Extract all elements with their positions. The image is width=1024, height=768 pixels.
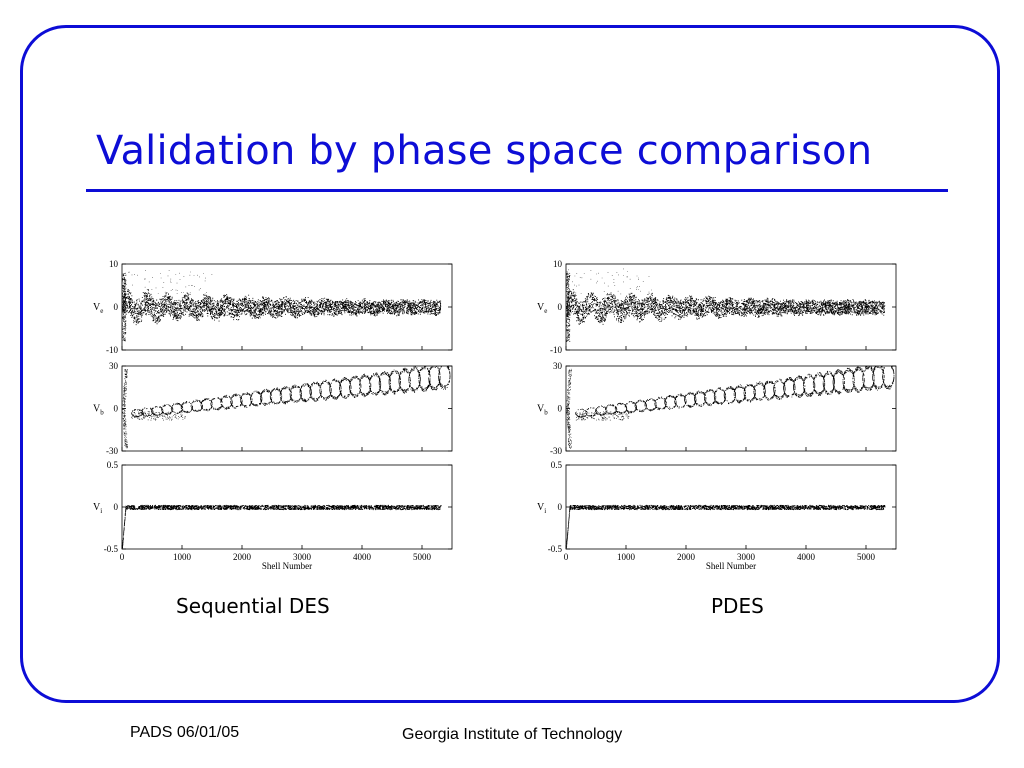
y-tick-label: 10	[109, 259, 119, 269]
x-tick-label: 1000	[617, 552, 636, 562]
panel-electron: 10 0 -10 Ve	[537, 259, 897, 355]
x-tick-label: 2000	[233, 552, 252, 562]
footer-date: PADS 06/01/05	[130, 724, 240, 741]
scatter-points-beam	[566, 366, 895, 449]
panel-beam: 30 0 -30 Vb	[93, 361, 453, 456]
point-cloud	[566, 366, 895, 449]
panel-ion: 0.5 0 -0.5 Vi	[93, 460, 453, 554]
point-cloud	[122, 270, 442, 342]
x-tick-label: 2000	[677, 552, 696, 562]
y-tick-label: 0	[558, 502, 563, 512]
y-tick-label: -10	[106, 345, 118, 355]
slide-frame	[20, 25, 1000, 703]
y-tick-label: 30	[109, 361, 119, 371]
y-axis-label: Ve	[537, 302, 547, 315]
x-tick-label: 5000	[857, 552, 876, 562]
caption-sequential-des: Sequential DES	[176, 594, 330, 618]
y-tick-label: 0	[114, 302, 119, 312]
x-tick-label: 0	[120, 552, 125, 562]
point-cloud	[122, 504, 442, 550]
scatter-points-electron	[122, 270, 442, 342]
y-tick-label: 0	[558, 302, 563, 312]
y-tick-label: -30	[106, 446, 118, 456]
x-tick-label: 3000	[293, 552, 312, 562]
caption-pdes: PDES	[711, 594, 764, 618]
x-tick-label: 3000	[737, 552, 756, 562]
point-cloud	[566, 504, 886, 550]
y-axis-label-subscript: b	[544, 409, 548, 417]
y-axis-label: Ve	[93, 302, 103, 315]
x-axis-label: Shell Number	[262, 561, 312, 571]
footer-institution: Georgia Institute of Technology	[402, 726, 623, 743]
slide-title: Validation by phase space comparison	[96, 128, 873, 174]
point-cloud	[122, 366, 451, 449]
y-tick-label: 0	[558, 404, 563, 414]
x-tick-label: 1000	[173, 552, 192, 562]
y-axis-label: Vi	[93, 502, 102, 515]
y-tick-label: -30	[550, 446, 562, 456]
y-axis-label: Vb	[537, 404, 548, 417]
point-cloud	[566, 268, 886, 342]
x-tick-label: 5000	[413, 552, 432, 562]
scatter-points-electron	[566, 268, 886, 342]
y-axis-label-subscript: e	[100, 307, 103, 315]
scatter-points-ion	[122, 504, 442, 550]
y-axis-label-subscript: i	[544, 507, 546, 515]
y-tick-label: -0.5	[104, 544, 119, 554]
y-tick-label: 10	[553, 259, 563, 269]
y-tick-label: -10	[550, 345, 562, 355]
y-tick-label: 0	[114, 502, 119, 512]
y-axis-label-subscript: b	[100, 409, 104, 417]
y-axis-label-subscript: e	[544, 307, 547, 315]
y-axis-label-subscript: i	[100, 507, 102, 515]
panel-ion: 0.5 0 -0.5 Vi	[537, 460, 897, 554]
y-axis-label: Vb	[93, 404, 104, 417]
x-tick-label: 0	[564, 552, 569, 562]
scatter-points-ion	[566, 504, 886, 550]
y-tick-label: 0	[114, 404, 119, 414]
panel-beam: 30 0 -30 Vb	[537, 361, 897, 456]
y-tick-label: 0.5	[551, 460, 563, 470]
x-tick-label: 4000	[797, 552, 816, 562]
y-tick-label: -0.5	[548, 544, 563, 554]
scatter-points-beam	[122, 366, 451, 449]
y-tick-label: 30	[553, 361, 563, 371]
y-tick-label: 0.5	[107, 460, 119, 470]
x-tick-label: 4000	[353, 552, 372, 562]
panel-electron: 10 0 -10 Ve	[93, 259, 453, 355]
title-underline	[86, 189, 948, 192]
x-axis-label: Shell Number	[706, 561, 756, 571]
y-axis-label: Vi	[537, 502, 546, 515]
